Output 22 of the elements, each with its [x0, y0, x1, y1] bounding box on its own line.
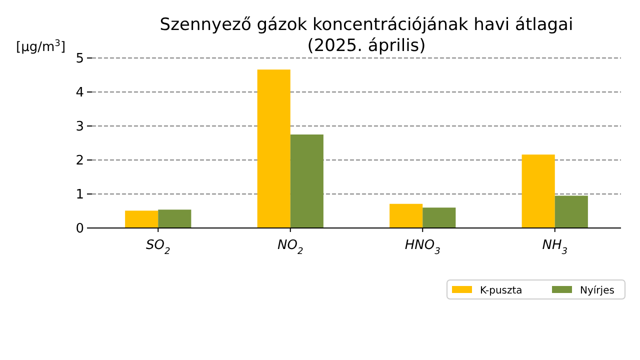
x-tick-label: NO$_{2}$	[277, 238, 304, 257]
legend-label: K-puszta	[480, 286, 522, 296]
y-tick-label: 3	[76, 120, 84, 135]
y-tick-label: 0	[76, 222, 84, 237]
y-tick-label: 1	[76, 188, 84, 203]
y-tick-label: 2	[76, 154, 84, 169]
bar	[554, 196, 588, 228]
bar	[422, 208, 456, 228]
y-axis-title: [μg/m$^{3}$]	[16, 39, 66, 55]
y-tick-label: 5	[76, 52, 84, 67]
bar	[522, 154, 555, 228]
x-tick-label: HNO$_{3}$	[404, 238, 441, 257]
legend-label: Nyírjes	[580, 286, 614, 296]
x-tick-label: NH$_{3}$	[542, 238, 568, 257]
y-tick-label: 4	[76, 86, 84, 101]
bar	[158, 210, 192, 228]
bar	[125, 210, 158, 228]
x-tick-label: SO$_{2}$	[146, 238, 170, 257]
bar	[290, 134, 324, 228]
chart-title: Szennyező gázok koncentrációjának havi átlagai (2025. április)	[160, 15, 574, 56]
bar	[257, 70, 290, 228]
bar	[390, 204, 423, 228]
